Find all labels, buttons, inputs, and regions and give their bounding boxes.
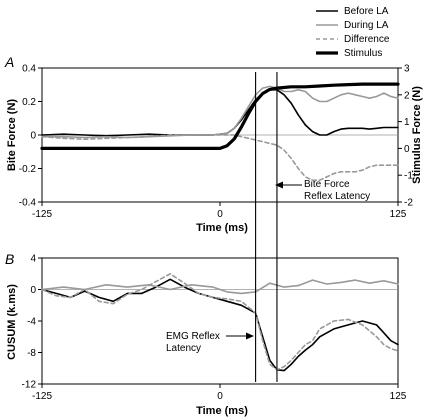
legend-entry-before-la: Before LA bbox=[316, 6, 389, 17]
legend: Before LA During LA Difference Stimulus bbox=[316, 6, 390, 59]
panel-a-x-tick-label: -125 bbox=[32, 209, 52, 220]
panel-label-b: B bbox=[5, 251, 14, 267]
panel-a-y-tick-label: 0.2 bbox=[22, 97, 36, 108]
panel-b-y-axis-label: CUSUM (k.ms) bbox=[6, 284, 18, 360]
panel-b-annotation-line-2: Latency bbox=[166, 343, 201, 354]
panel-a-series-during-la bbox=[41, 85, 399, 139]
panel-a-y-tick-label: 0.4 bbox=[22, 64, 36, 75]
panel-a-y-axis-label: Bite Force (N) bbox=[6, 99, 18, 171]
panel-b-y-tick-label: 0 bbox=[30, 285, 36, 296]
panel-b-annotation-arrow bbox=[226, 332, 254, 340]
panel-b-x-axis-label: Time (ms) bbox=[196, 405, 248, 417]
panel-b-x-tick-label: -125 bbox=[32, 391, 52, 402]
panel-b-series-difference bbox=[41, 272, 399, 371]
panel-a-series-before-la bbox=[41, 89, 399, 137]
panel-b-x-tick-label: 125 bbox=[390, 391, 407, 402]
panel-a-series-stimulus bbox=[40, 82, 400, 150]
panel-b-y-tick-label: -12 bbox=[22, 380, 37, 391]
panel-a-y2-tick-label: 3 bbox=[404, 64, 410, 75]
legend-entry-stimulus: Stimulus bbox=[316, 48, 382, 59]
legend-label: Before LA bbox=[344, 6, 389, 17]
panel-b-x-tick-label: 0 bbox=[217, 391, 223, 402]
panel-b-series-during-la bbox=[41, 279, 399, 295]
panel-b-y-tick-label: -8 bbox=[27, 348, 36, 359]
panel-a-annotation-arrow bbox=[275, 181, 302, 189]
legend-label: During LA bbox=[344, 20, 389, 31]
panel-label-a: A bbox=[4, 54, 14, 70]
panel-a-y-tick-label: -0.4 bbox=[19, 198, 37, 209]
legend-label: Stimulus bbox=[344, 48, 382, 59]
panel-a-y2-axis-label: Stimulus Force (N) bbox=[411, 86, 423, 184]
panel-a-y2-tick-label: -2 bbox=[404, 198, 413, 209]
panel-b-y-tick-label: 4 bbox=[30, 254, 36, 265]
panel-b-y-tick-label: -4 bbox=[27, 317, 36, 328]
legend-entry-during-la: During LA bbox=[316, 20, 389, 31]
panel-a-y2-tick-label: 2 bbox=[404, 90, 410, 101]
panel-a-y2-tick-label: 1 bbox=[404, 117, 410, 128]
panel-a-y-tick-label: 0 bbox=[30, 131, 36, 142]
legend-entry-difference: Difference bbox=[316, 34, 390, 45]
panel-a-x-axis-label: Time (ms) bbox=[196, 222, 248, 234]
panel-a-series-difference bbox=[41, 134, 399, 181]
panel-a-y2-tick-label: -1 bbox=[404, 171, 413, 182]
panel-b-annotation-line-1: EMG Reflex bbox=[166, 331, 220, 342]
panel-a-x-tick-label: 125 bbox=[390, 209, 407, 220]
panel-a-x-tick-label: 0 bbox=[217, 209, 223, 220]
panel-b-plot: -12 -8 -4 0 4 -125 0 125 bbox=[22, 254, 407, 403]
panel-a-y-tick-label: -0.2 bbox=[19, 164, 37, 175]
panel-a-annotation-line-1: Bite Force bbox=[304, 179, 350, 190]
panel-a-annotation-line-2: Reflex Latency bbox=[304, 191, 370, 202]
legend-label: Difference bbox=[344, 34, 390, 45]
panel-a-plot: -0.4 -0.2 0 0.2 0.4 -2 -1 0 1 2 3 -125 0 125 bbox=[19, 64, 414, 221]
panel-a-y2-tick-label: 0 bbox=[404, 144, 410, 155]
